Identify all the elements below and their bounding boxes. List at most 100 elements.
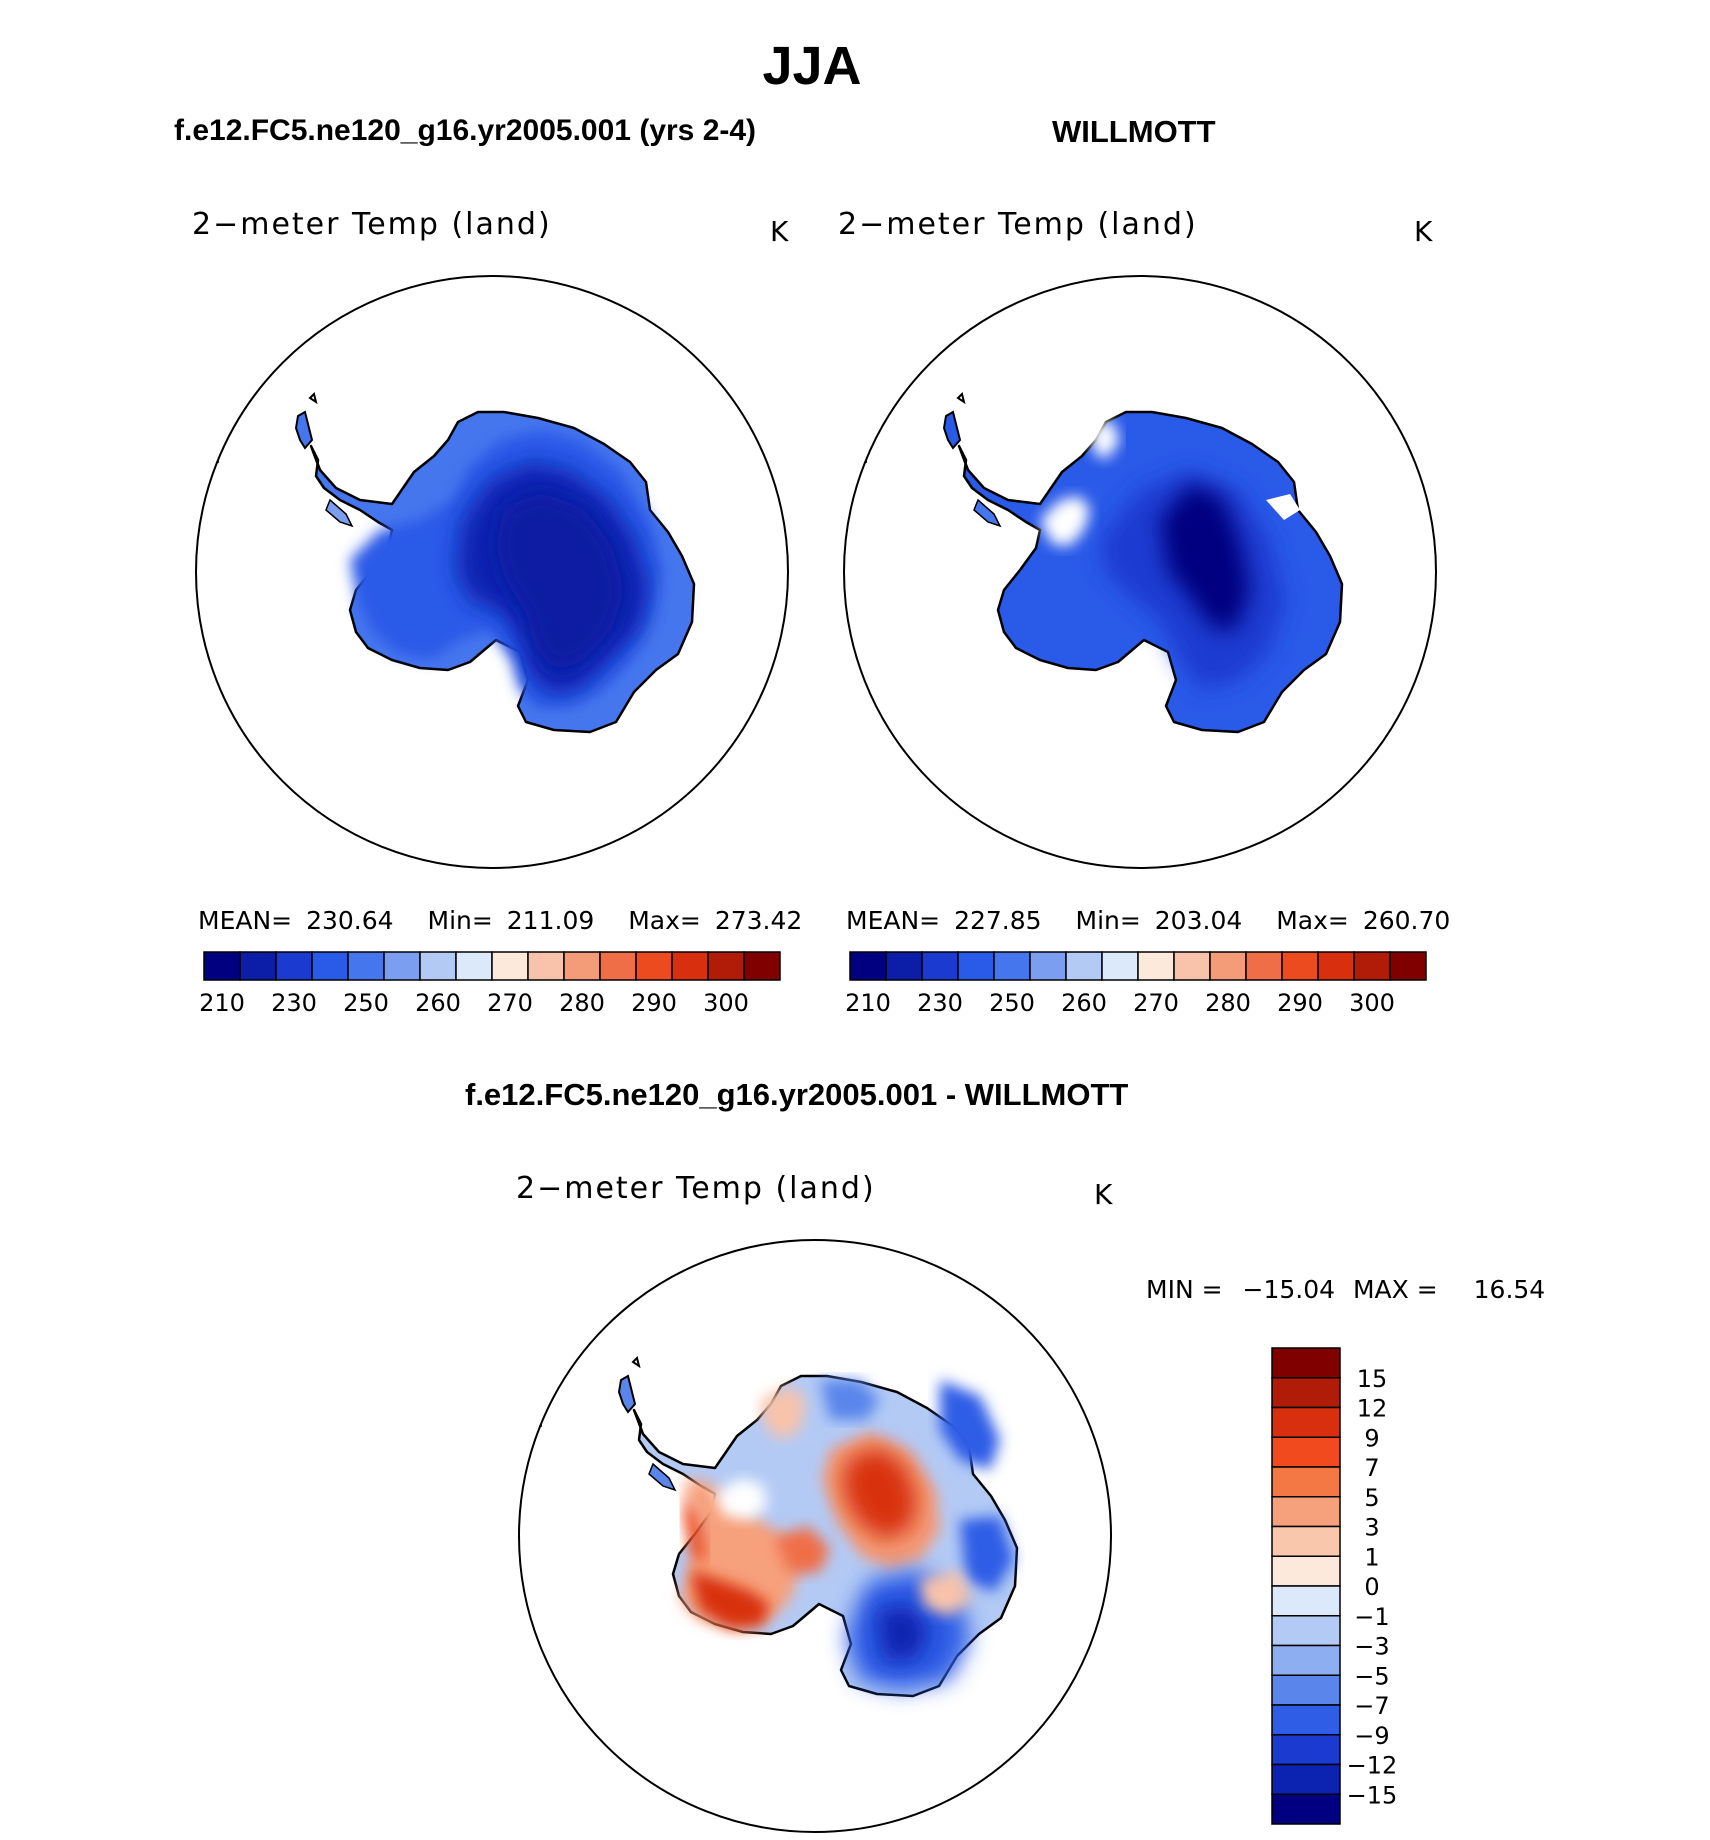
colorbar-tick-label: −3 [1354,1633,1389,1661]
colorbar-swatch [1173,951,1211,981]
colorbar-swatch [921,951,959,981]
colorbar-swatch [1271,1704,1341,1736]
colorbar-swatch [419,951,457,981]
colorbar-tick-label: 280 [1205,989,1251,1017]
panel-diff-map: 2−meter Temp (land) K [516,1171,1545,1833]
colorbar-tick-label: −15 [1347,1781,1398,1809]
colorbar-swatch [1271,1525,1341,1557]
colorbar-swatch [311,951,349,981]
panel-right-header: WILLMOTT [1052,114,1216,149]
colorbar-swatch [1271,1496,1341,1528]
colorbar-tick-label: 230 [917,989,963,1017]
colorbar-tick-label: 12 [1357,1395,1388,1423]
colorbar-swatch [1271,1347,1341,1379]
colorbar-swatch [885,951,923,981]
panel-model-antarctica [210,392,696,734]
colorbar-tick-label: 3 [1364,1514,1379,1542]
colorbar-tick-label: 5 [1364,1484,1379,1512]
colorbar-swatch [1029,951,1067,981]
colorbar-swatch [239,951,277,981]
panel-obs-field [858,392,1344,734]
colorbar-tick-label: 1 [1364,1543,1379,1571]
colorbar-swatch [347,951,385,981]
panel-model-stats: MEAN= 230.64 Min= 211.09 Max= 273.42 [198,906,802,935]
colorbar-swatch [635,951,673,981]
colorbar-tick-label: 250 [989,989,1035,1017]
colorbar-tick-label: 290 [1277,989,1323,1017]
colorbar-swatch [1271,1674,1341,1706]
svg-text:MEAN= 227.85 M: MEAN= 227.85 Min= 203.04 Max= 260.70 [846,906,1450,935]
colorbar-tick-label: 230 [271,989,317,1017]
colorbar-swatch [1101,951,1139,981]
colorbar-swatch [1271,1644,1341,1676]
panel-diff-antarctica [533,1356,1019,1698]
panel-model-map: 2−meter Temp (land) K MEAN= 230.64 Min= [192,207,802,1017]
panel-obs-map: 2−meter Temp (land) K MEAN= [838,207,1450,1017]
colorbar-swatch [1271,1734,1341,1766]
panel-model-field [210,392,696,734]
colorbar-swatch [203,951,241,981]
colorbar-swatch [1209,951,1247,981]
colorbar-swatch [743,951,781,981]
colorbar-swatch [455,951,493,981]
colorbar-swatch [671,951,709,981]
colorbar-tick-label: 290 [631,989,677,1017]
panel-diff-units: K [1094,1178,1113,1211]
panel-obs-title: 2−meter Temp (land) [838,207,1198,242]
panel-diff-stats: MIN = −15.04 MAX = 16.54 [1146,1275,1545,1304]
svg-text:MEAN= 230.64 M: MEAN= 230.64 Min= 211.09 Max= 273.42 [198,906,802,935]
colorbar-swatch [1271,1763,1341,1795]
colorbar-tick-label: 210 [845,989,891,1017]
colorbar-swatch [1271,1466,1341,1498]
panel-obs-units: K [1414,215,1433,248]
colorbar-swatch [957,951,995,981]
colorbar-tick-label: 210 [199,989,245,1017]
colorbar-tick-label: −7 [1354,1692,1389,1720]
colorbar-swatch [599,951,637,981]
panel-diff-field [533,1356,1019,1698]
colorbar-tick-label: −12 [1347,1752,1398,1780]
colorbar-tick-label: 300 [1349,989,1395,1017]
colorbar-tick-label: 7 [1364,1454,1379,1482]
colorbar-swatch [1271,1585,1341,1617]
panel-obs-colorbar: 210 230 250 260 270 280 290 300 [845,951,1427,1017]
colorbar-swatch [383,951,421,981]
colorbar-tick-label: 260 [415,989,461,1017]
colorbar-tick-label: 270 [1133,989,1179,1017]
colorbar-tick-label: 260 [1061,989,1107,1017]
panel-model-title: 2−meter Temp (land) [192,207,552,242]
colorbar-tick-label: −5 [1354,1662,1389,1690]
colorbar-swatch [527,951,565,981]
colorbar-tick-label: 15 [1357,1365,1388,1393]
colorbar-tick-label: 0 [1364,1573,1379,1601]
colorbar-swatch [1137,951,1175,981]
colorbar-swatch [1281,951,1319,981]
colorbar-swatch [1353,951,1391,981]
colorbar-tick-label: −9 [1354,1722,1389,1750]
panel-left-header: f.e12.FC5.ne120_g16.yr2005.001 (yrs 2-4) [174,114,756,147]
colorbar-swatch [1271,1615,1341,1647]
colorbar-swatch [993,951,1031,981]
colorbar-swatch [563,951,601,981]
colorbar-swatch [1317,951,1355,981]
diff-header: f.e12.FC5.ne120_g16.yr2005.001 - WILLMOT… [465,1077,1128,1112]
colorbar-swatch [275,951,313,981]
colorbar-tick-label: 280 [559,989,605,1017]
colorbar-swatch [1271,1793,1341,1825]
colorbar-swatch [491,951,529,981]
colorbar-swatch [1245,951,1283,981]
colorbar-swatch [1389,951,1427,981]
colorbar-tick-label: 270 [487,989,533,1017]
panel-diff-title: 2−meter Temp (land) [516,1171,876,1206]
panel-model-colorbar: 210 230 250 260 270 280 290 300 [199,951,781,1017]
colorbar-tick-label: 250 [343,989,389,1017]
colorbar-swatch [707,951,745,981]
colorbar-swatch [1271,1436,1341,1468]
colorbar-swatch [1271,1406,1341,1438]
panel-obs-antarctica [858,392,1344,734]
svg-text:MIN = −15.04 M: MIN = −15.04 MAX = 16.54 [1146,1275,1545,1304]
panel-obs-stats: MEAN= 227.85 Min= 203.04 Max= 260.70 [846,906,1450,935]
colorbar-tick-label: −1 [1354,1603,1389,1631]
